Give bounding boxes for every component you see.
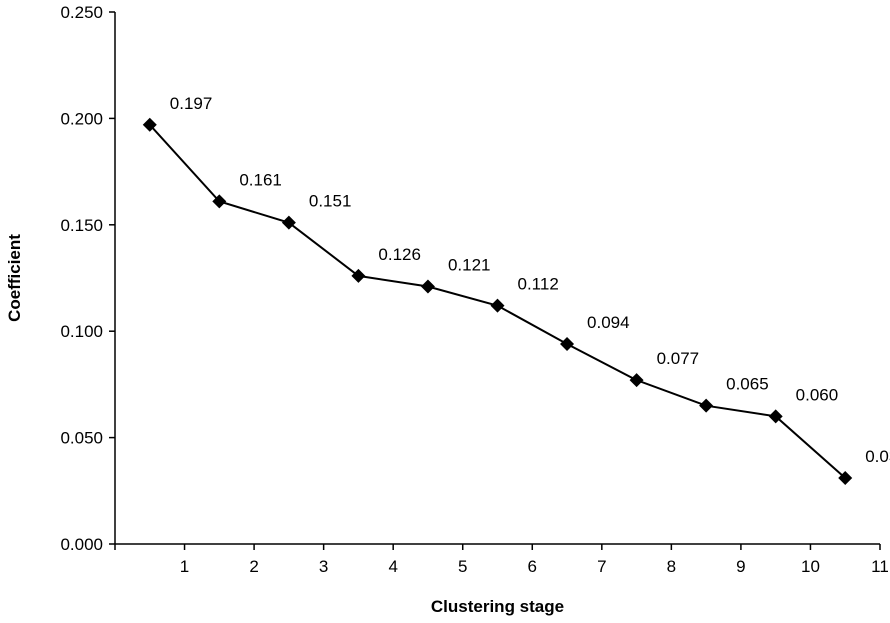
y-tick-label: 0.250 <box>60 3 103 22</box>
data-label: 0.031 <box>865 447 890 466</box>
y-tick-label: 0.200 <box>60 109 103 128</box>
data-label: 0.060 <box>796 385 839 404</box>
data-label: 0.197 <box>170 94 213 113</box>
y-axis-ticks: 0.000 0.050 0.100 0.150 0.200 0.250 <box>60 3 115 554</box>
x-tick-label: 8 <box>667 557 676 576</box>
x-tick-label: 4 <box>388 557 397 576</box>
data-label: 0.161 <box>239 170 282 189</box>
data-point <box>420 279 435 294</box>
x-tick-label: 11 <box>871 557 889 576</box>
x-tick-label: 10 <box>801 557 820 576</box>
data-point <box>699 398 714 413</box>
x-tick-label: 7 <box>597 557 606 576</box>
data-point <box>281 215 296 230</box>
x-tick-label: 2 <box>249 557 258 576</box>
data-label: 0.065 <box>726 375 769 394</box>
x-axis-title: Clustering stage <box>431 597 564 616</box>
y-tick-label: 0.150 <box>60 216 103 235</box>
x-axis-ticks: 1 2 3 4 5 6 7 8 9 10 11 <box>114 544 889 576</box>
y-tick-label: 0.000 <box>60 535 103 554</box>
y-tick-label: 0.100 <box>60 322 103 341</box>
data-point <box>629 373 644 388</box>
data-point <box>490 298 505 313</box>
x-tick-label: 1 <box>180 557 189 576</box>
data-point <box>560 336 575 351</box>
x-tick-label: 5 <box>458 557 467 576</box>
x-tick-label: 9 <box>736 557 745 576</box>
data-label: 0.112 <box>518 275 559 294</box>
x-tick-label: 3 <box>319 557 328 576</box>
data-label: 0.121 <box>448 256 491 275</box>
data-point <box>838 471 853 486</box>
y-tick-label: 0.050 <box>60 429 103 448</box>
data-point <box>768 409 783 424</box>
data-point <box>351 268 366 283</box>
data-point <box>212 194 227 209</box>
data-label: 0.077 <box>657 349 700 368</box>
y-axis-title: Coefficient <box>5 234 24 322</box>
data-point <box>142 117 157 132</box>
x-tick-label: 6 <box>528 557 537 576</box>
data-label: 0.126 <box>378 245 421 264</box>
data-label: 0.094 <box>587 313 630 332</box>
data-label: 0.151 <box>309 192 352 211</box>
series-group: 0.197 0.161 0.151 0.126 0.121 0.112 0.094 0.077… <box>142 94 890 486</box>
